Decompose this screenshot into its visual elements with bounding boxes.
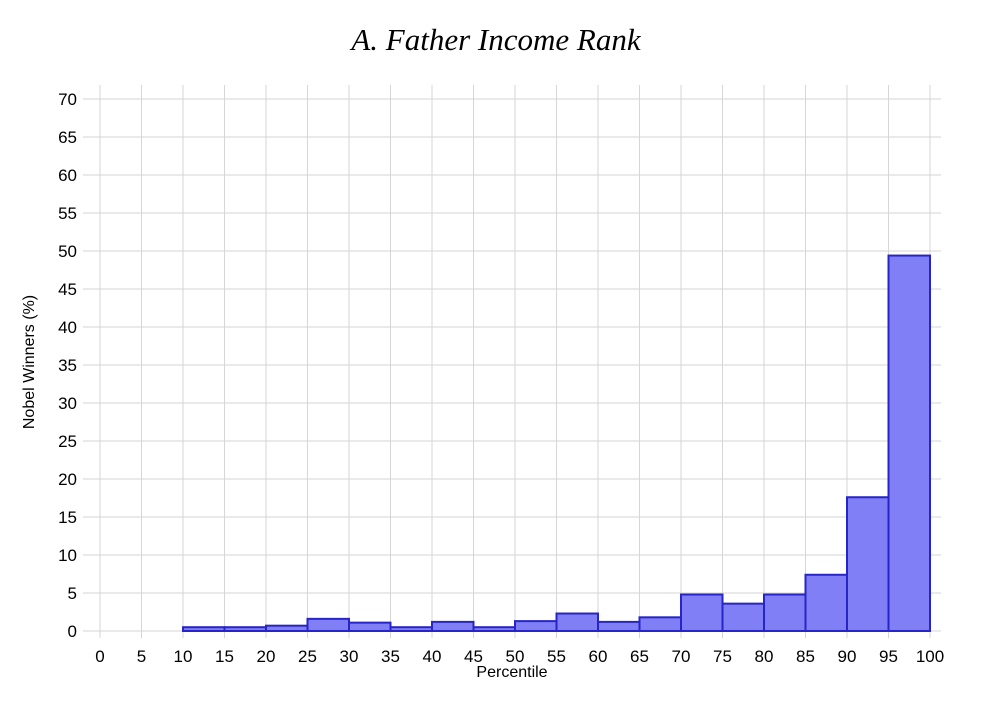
y-tick-label: 0: [68, 622, 77, 641]
y-tick-label: 50: [58, 242, 77, 261]
histogram-bar: [887, 254, 931, 632]
histogram-bar: [721, 602, 765, 633]
histogram-bar: [597, 620, 641, 633]
y-tick-label: 35: [58, 356, 77, 375]
histogram-bar: [223, 626, 267, 633]
histogram-bar: [389, 626, 433, 633]
x-tick-labels: 0 5 10 15 20 25 30 35 40 45 50 55 60 65 70 75 80 85 90 95 10…: [95, 647, 944, 666]
histogram-bar: [431, 620, 475, 633]
x-tick-label: 40: [423, 647, 442, 666]
gridlines: [83, 85, 941, 638]
histogram-bar: [348, 621, 392, 633]
y-tick-label: 25: [58, 432, 77, 451]
histogram-bar: [680, 593, 724, 633]
x-tick-label: 90: [838, 647, 857, 666]
histogram-bar: [514, 620, 558, 632]
y-tick-label: 10: [58, 546, 77, 565]
x-tick-label: 55: [547, 647, 566, 666]
histogram-bar: [306, 617, 350, 633]
x-tick-label: 60: [589, 647, 608, 666]
x-axis-label: Percentile: [476, 664, 548, 681]
y-tick-label: 65: [58, 128, 77, 147]
x-tick-label: 0: [95, 647, 104, 666]
y-tick-labels: 0 5 10 15 20 25 30 35 40 45 50 55 60 65 70: [58, 90, 77, 641]
x-tick-label: 100: [916, 647, 944, 666]
x-tick-label: 20: [257, 647, 276, 666]
x-tick-label: 45: [464, 647, 483, 666]
histogram-bar: [846, 496, 890, 632]
x-tick-label: 25: [298, 647, 317, 666]
x-tick-label: 75: [713, 647, 732, 666]
y-tick-label: 5: [68, 584, 77, 603]
x-tick-label: 35: [381, 647, 400, 666]
x-tick-label: 65: [630, 647, 649, 666]
histogram-bar: [804, 573, 848, 633]
x-tick-label: 70: [672, 647, 691, 666]
y-tick-label: 40: [58, 318, 77, 337]
x-tick-label: 10: [174, 647, 193, 666]
x-tick-label: 5: [137, 647, 146, 666]
histogram-bar: [763, 593, 807, 633]
histogram-bars: [182, 254, 931, 633]
chart-title: A. Father Income Rank: [351, 22, 641, 57]
x-tick-label: 15: [215, 647, 234, 666]
histogram-bar: [555, 612, 599, 633]
y-tick-label: 45: [58, 280, 77, 299]
y-tick-label: 15: [58, 508, 77, 527]
y-tick-label: 70: [58, 90, 77, 109]
x-tick-label: 80: [755, 647, 774, 666]
histogram-bar: [638, 616, 682, 633]
x-tick-label: 85: [796, 647, 815, 666]
histogram-bar: [265, 624, 309, 632]
x-tick-label: 30: [340, 647, 359, 666]
histogram-bar: [182, 626, 226, 633]
y-tick-label: 30: [58, 394, 77, 413]
y-tick-label: 55: [58, 204, 77, 223]
x-tick-label: 50: [506, 647, 525, 666]
y-tick-label: 20: [58, 470, 77, 489]
x-tick-label: 95: [879, 647, 898, 666]
y-tick-label: 60: [58, 166, 77, 185]
histogram-bar: [472, 626, 516, 633]
